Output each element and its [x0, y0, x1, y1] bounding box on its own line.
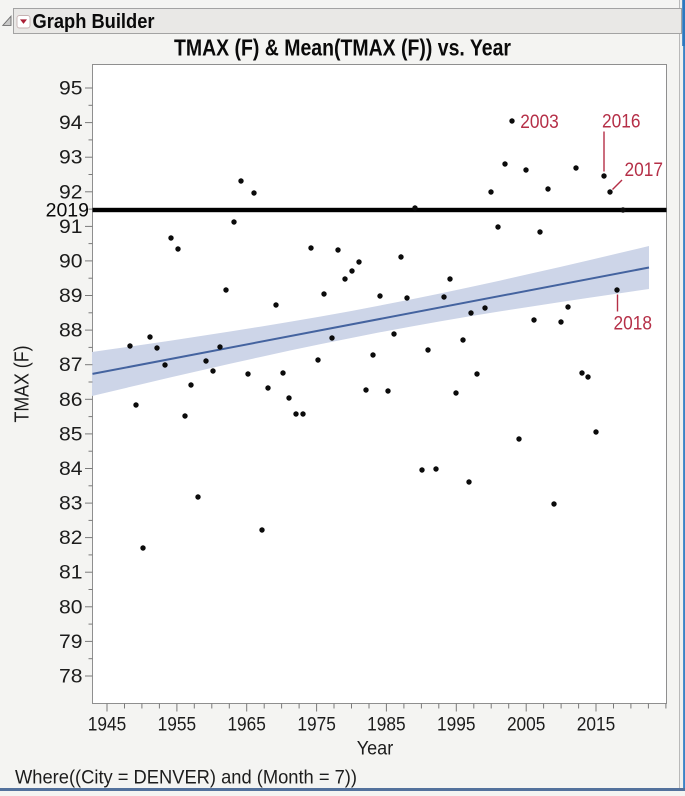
svg-text:80: 80: [59, 596, 83, 618]
svg-text:2005: 2005: [507, 715, 546, 736]
svg-text:TMAX (F): TMAX (F): [12, 346, 34, 423]
svg-text:83: 83: [59, 493, 83, 515]
svg-text:84: 84: [59, 458, 83, 480]
svg-text:TMAX (F) & Mean(TMAX (F)) vs.: TMAX (F) & Mean(TMAX (F)) vs. Year: [174, 35, 511, 61]
svg-text:1965: 1965: [227, 715, 266, 736]
svg-text:81: 81: [59, 562, 83, 584]
svg-text:1945: 1945: [88, 715, 127, 736]
svg-text:1955: 1955: [158, 715, 197, 736]
svg-text:86: 86: [59, 389, 83, 411]
svg-text:82: 82: [59, 527, 83, 549]
svg-text:Where((City = DENVER) and (Mon: Where((City = DENVER) and (Month = 7)): [15, 767, 357, 789]
svg-text:2016: 2016: [602, 112, 641, 133]
svg-text:Graph Builder: Graph Builder: [33, 11, 155, 33]
svg-text:2015: 2015: [577, 715, 616, 736]
svg-text:2019: 2019: [46, 200, 89, 222]
svg-text:85: 85: [59, 423, 83, 445]
svg-text:93: 93: [59, 147, 83, 169]
svg-text:2017: 2017: [625, 160, 664, 181]
svg-text:78: 78: [59, 666, 83, 688]
svg-text:Year: Year: [357, 739, 394, 760]
svg-text:1975: 1975: [297, 715, 336, 736]
svg-text:88: 88: [59, 320, 83, 342]
svg-text:2018: 2018: [614, 314, 653, 335]
svg-text:95: 95: [59, 78, 83, 100]
svg-text:94: 94: [59, 112, 83, 134]
svg-text:90: 90: [59, 250, 83, 272]
svg-text:1985: 1985: [367, 715, 406, 736]
svg-text:89: 89: [59, 285, 83, 307]
svg-text:79: 79: [59, 631, 83, 653]
svg-text:1995: 1995: [437, 715, 476, 736]
svg-text:87: 87: [59, 354, 83, 376]
svg-text:2003: 2003: [520, 112, 559, 133]
